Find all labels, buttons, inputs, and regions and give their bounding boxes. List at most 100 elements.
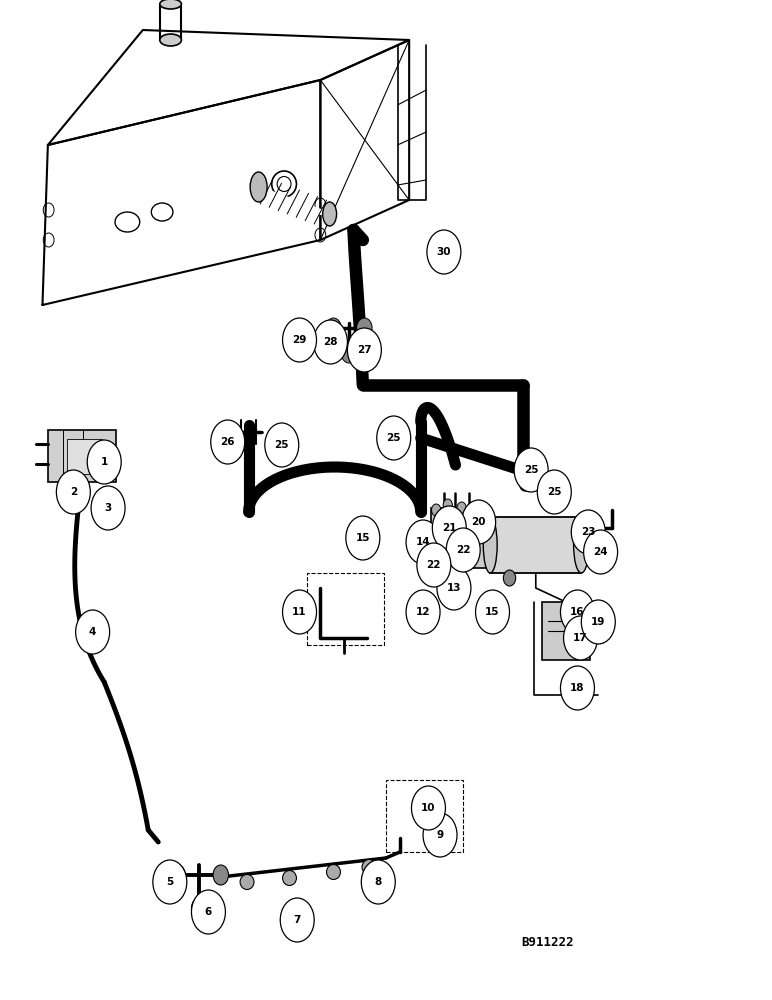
Circle shape	[361, 860, 395, 904]
Text: 27: 27	[357, 345, 371, 355]
Circle shape	[560, 666, 594, 710]
Ellipse shape	[600, 546, 609, 562]
Circle shape	[191, 890, 225, 934]
Text: 25: 25	[275, 440, 289, 450]
Circle shape	[313, 320, 347, 364]
Ellipse shape	[362, 859, 376, 874]
Bar	[307, 573, 384, 645]
Circle shape	[153, 860, 187, 904]
Circle shape	[432, 506, 466, 550]
Circle shape	[170, 865, 185, 885]
Text: 30: 30	[437, 247, 451, 257]
Ellipse shape	[483, 517, 497, 573]
Circle shape	[265, 423, 299, 467]
Text: 8: 8	[374, 877, 382, 887]
Text: 29: 29	[293, 335, 306, 345]
Ellipse shape	[272, 171, 296, 197]
Ellipse shape	[443, 499, 452, 511]
Circle shape	[211, 420, 245, 464]
Text: 21: 21	[442, 523, 456, 533]
Text: 26: 26	[221, 437, 235, 447]
Circle shape	[427, 230, 461, 274]
Circle shape	[280, 898, 314, 942]
Circle shape	[91, 486, 125, 530]
Text: 7: 7	[293, 915, 301, 925]
Circle shape	[503, 570, 516, 586]
Circle shape	[437, 566, 471, 610]
Circle shape	[87, 440, 121, 484]
Circle shape	[357, 318, 372, 338]
Circle shape	[377, 416, 411, 460]
FancyBboxPatch shape	[431, 508, 489, 568]
Circle shape	[417, 543, 451, 587]
Text: 12: 12	[416, 607, 430, 617]
Text: 17: 17	[574, 633, 587, 643]
Text: B911222: B911222	[521, 936, 574, 948]
Text: 16: 16	[571, 607, 584, 617]
Circle shape	[514, 448, 548, 492]
Text: 13: 13	[447, 583, 461, 593]
Ellipse shape	[327, 864, 340, 880]
Text: 25: 25	[524, 465, 538, 475]
Ellipse shape	[240, 874, 254, 890]
Circle shape	[347, 328, 381, 372]
Circle shape	[341, 343, 357, 363]
Circle shape	[476, 590, 510, 634]
Text: 15: 15	[486, 607, 499, 617]
Circle shape	[346, 516, 380, 560]
Ellipse shape	[604, 534, 613, 550]
Circle shape	[584, 530, 618, 574]
Circle shape	[406, 590, 440, 634]
Circle shape	[446, 528, 480, 572]
Circle shape	[423, 813, 457, 857]
Text: 20: 20	[472, 517, 486, 527]
Text: 22: 22	[427, 560, 441, 570]
Bar	[386, 780, 463, 852]
FancyBboxPatch shape	[48, 430, 116, 482]
Text: 6: 6	[205, 907, 212, 917]
Circle shape	[76, 610, 110, 654]
Text: 4: 4	[89, 627, 96, 637]
Circle shape	[462, 500, 496, 544]
Ellipse shape	[598, 556, 608, 572]
Ellipse shape	[250, 172, 267, 202]
Circle shape	[560, 590, 594, 634]
FancyBboxPatch shape	[67, 439, 102, 474]
Circle shape	[406, 520, 440, 564]
Text: 15: 15	[356, 533, 370, 543]
Text: 9: 9	[436, 830, 444, 840]
Circle shape	[213, 865, 229, 885]
Ellipse shape	[160, 0, 181, 9]
Text: 2: 2	[69, 487, 77, 497]
Text: 14: 14	[416, 537, 430, 547]
Circle shape	[411, 786, 445, 830]
Ellipse shape	[457, 502, 466, 514]
FancyBboxPatch shape	[490, 517, 581, 573]
Text: 23: 23	[581, 527, 595, 537]
Circle shape	[283, 318, 317, 362]
Ellipse shape	[160, 34, 181, 46]
Ellipse shape	[283, 870, 296, 886]
Circle shape	[56, 470, 90, 514]
Circle shape	[571, 510, 605, 554]
Text: 24: 24	[594, 547, 608, 557]
Circle shape	[191, 898, 207, 918]
Circle shape	[564, 616, 598, 660]
Circle shape	[283, 590, 317, 634]
Text: 25: 25	[547, 487, 561, 497]
Text: 25: 25	[387, 433, 401, 443]
Text: 3: 3	[104, 503, 112, 513]
Text: 10: 10	[422, 803, 435, 813]
Text: 5: 5	[166, 877, 174, 887]
Ellipse shape	[432, 504, 441, 516]
Text: 28: 28	[323, 337, 337, 347]
Circle shape	[326, 318, 341, 338]
Circle shape	[537, 470, 571, 514]
Text: 22: 22	[456, 545, 470, 555]
Text: 1: 1	[100, 457, 108, 467]
Text: 11: 11	[293, 607, 306, 617]
Text: 18: 18	[571, 683, 584, 693]
FancyBboxPatch shape	[542, 602, 590, 660]
Ellipse shape	[468, 506, 477, 518]
Ellipse shape	[574, 517, 589, 573]
